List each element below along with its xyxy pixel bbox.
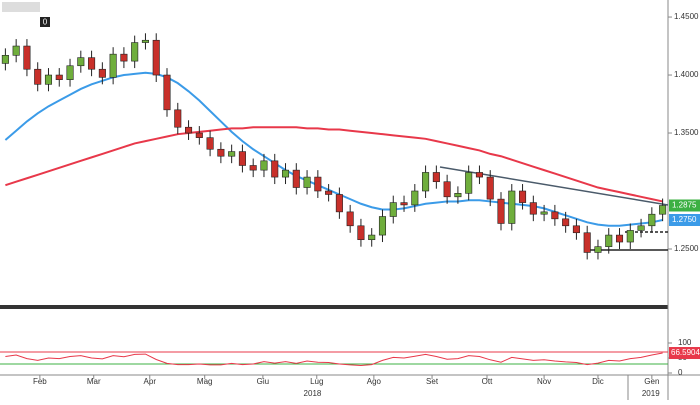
candle-body [206,137,214,150]
y-tick-label: 0 [678,368,683,377]
candle-body [131,42,139,62]
candle-body [174,109,182,128]
x-tick-label: Ott [482,377,493,386]
y-tick-label: 1.2500 [674,244,699,253]
candle-body [55,74,63,80]
candle-body [34,68,42,85]
candle-body [98,68,106,78]
candle-body [23,45,31,70]
toolbar-label: 0 [43,18,48,27]
candle-body [605,234,613,247]
candle-body [195,132,203,138]
x-tick-label: Nov [537,377,551,386]
candle-body [626,230,634,243]
candle-body [497,198,505,224]
price-tag-label: 1.2750 [672,215,697,224]
candle-body [12,45,20,56]
x-tick-label: Mag [197,377,213,386]
candle-body [77,57,85,67]
year-label: 2018 [304,389,322,398]
candle-body [486,176,494,200]
candle-body [109,53,117,78]
candle-body [260,160,268,171]
candle-body [368,234,376,241]
candle-body [411,190,419,206]
candle-body [163,74,171,111]
y-tick-label: 1.4500 [674,12,699,21]
price-tag [669,213,700,226]
candle-body [508,190,516,224]
price-tag [669,199,700,212]
candle-body [637,225,645,231]
rsi-line [5,352,663,367]
candle-body [659,205,667,215]
rsi-tag [669,347,700,360]
candle-body [325,190,333,195]
x-tick-label: Mar [87,377,101,386]
price-tag-label: 1.2875 [672,201,697,210]
x-tick-label: Lug [310,377,323,386]
x-tick-label: Gen [644,377,659,386]
candle-body [594,246,602,253]
candle-body [551,211,559,220]
candle-body [303,176,311,188]
candle-body [389,202,397,217]
candle-body [357,225,365,241]
x-tick-label: Set [426,377,439,386]
x-tick-label: Giu [257,377,269,386]
candle-body [400,202,408,206]
candle-body [1,55,9,64]
candle-body [66,65,74,80]
candle-body [443,181,451,198]
candle-body [228,151,236,157]
candle-body [292,169,300,188]
candle-body [152,39,160,76]
x-tick-label: Ago [367,377,382,386]
candle-body [422,172,430,192]
y-tick-label: 100 [678,338,692,347]
candle-body [572,225,580,234]
candle-body [249,165,257,171]
candle-body [281,169,290,178]
candle-body [88,57,96,70]
x-tick-label: Feb [33,377,47,386]
candle-body [185,126,193,134]
candle-body [562,218,570,227]
toolbar-icons[interactable] [2,2,40,12]
candle-body [475,172,483,178]
toolbar: 0 [2,2,50,27]
candle-body [432,172,440,183]
moving-average [5,126,663,203]
rsi-tag-label: 66.5904 [671,348,700,357]
x-tick-label: Dic [592,377,604,386]
candle-body [238,151,246,166]
candle-body [465,172,473,194]
candle-body [583,232,591,253]
candle-body [271,160,279,178]
candle-body [648,213,656,227]
candle-body [378,216,387,236]
candle-body [454,193,462,198]
candle-body [335,194,343,213]
x-tick-label: Apr [144,377,157,386]
year-label: 2019 [642,389,660,398]
y-tick-label: 1.3500 [674,128,699,137]
candle-body [346,211,354,227]
candle-body [120,53,128,62]
toolbar-box [40,17,50,27]
candle-body [314,176,322,192]
candle-body [519,190,527,203]
candle-body [141,39,149,43]
candle-body [44,74,53,85]
candle-body [529,202,537,215]
candle-body [540,211,548,215]
candle-body [217,148,225,157]
candle-body [615,234,624,243]
y-tick-label: 1.4000 [674,70,699,79]
